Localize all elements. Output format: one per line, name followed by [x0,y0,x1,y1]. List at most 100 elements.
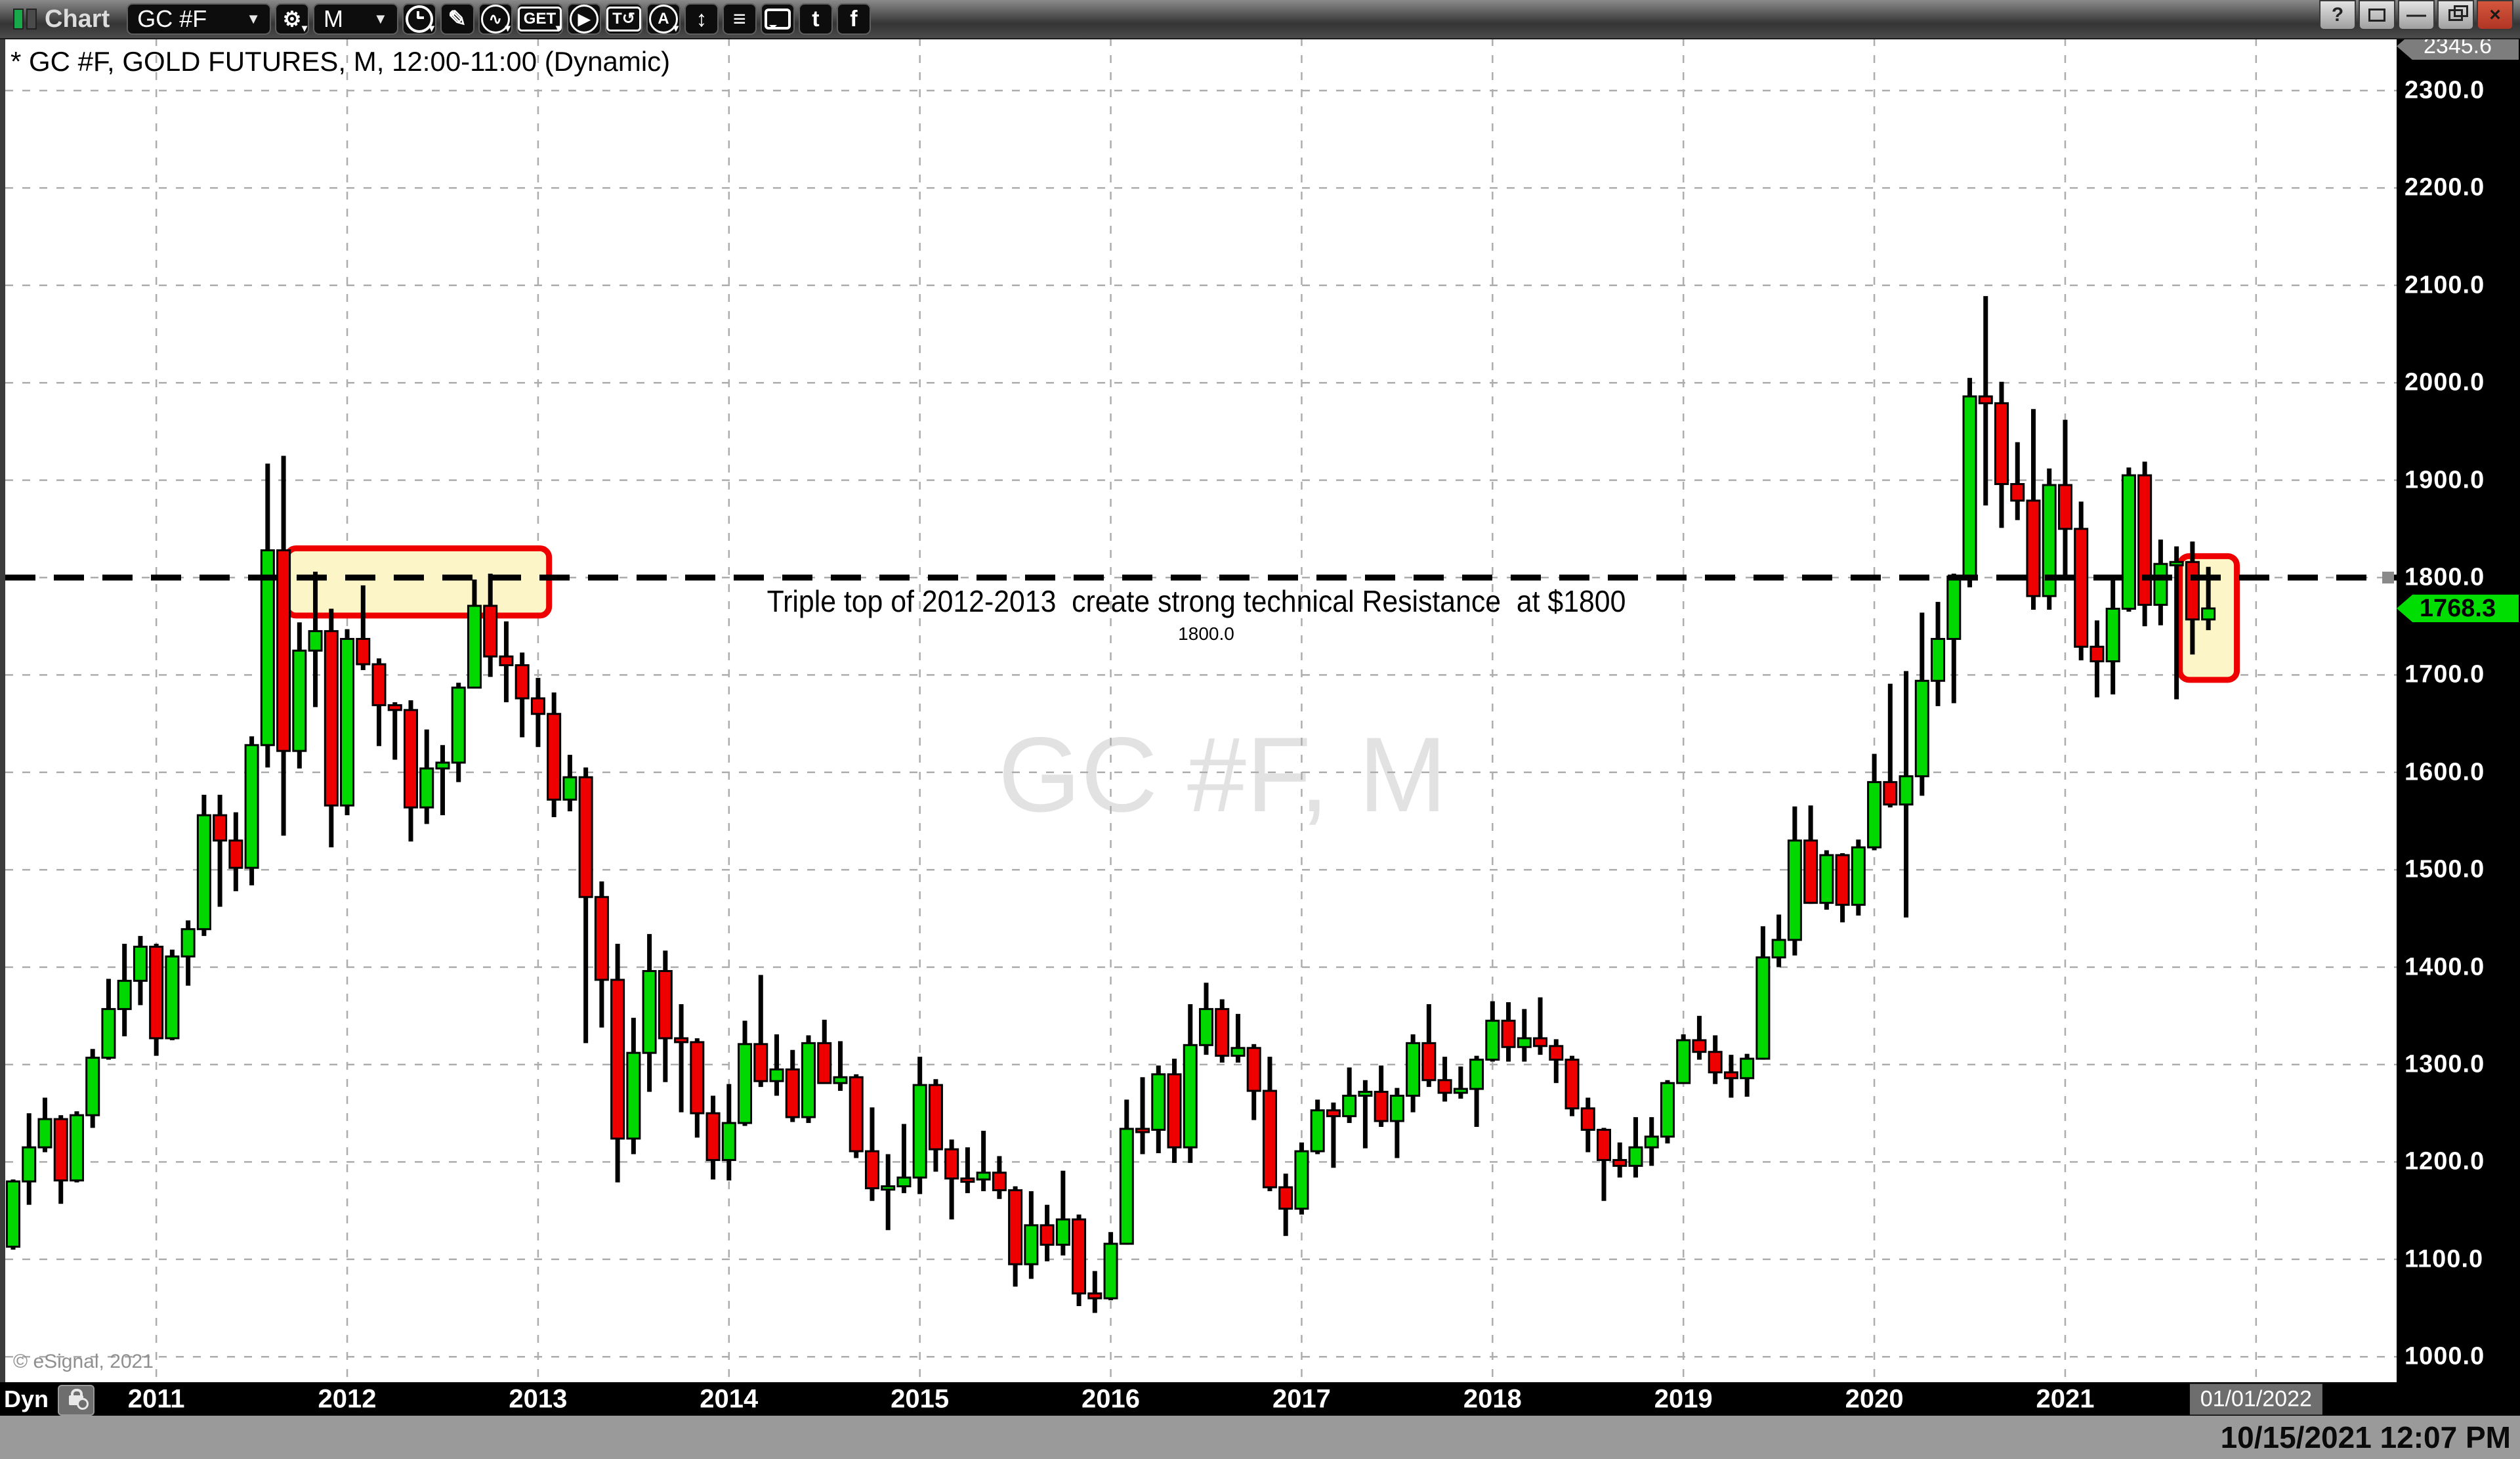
symbol-dropdown[interactable]: GC #F ▼ [127,3,272,35]
candle [849,1074,864,1158]
candle [1931,602,1946,706]
candle [2090,620,2105,698]
facebook-button[interactable]: f [836,3,871,35]
candle [1692,1015,1707,1060]
candle [1485,1001,1500,1062]
candle [117,943,132,1036]
twitter-button[interactable]: t [798,3,833,35]
candle [180,920,196,986]
candle [1469,1055,1484,1127]
playback-button[interactable]: ▶ [567,3,602,35]
candle [149,943,164,1056]
candle [483,574,498,677]
candle [1310,1099,1325,1154]
candle [1723,1055,1738,1098]
chevron-down-icon: ▼ [246,11,261,27]
resistance-line-handle[interactable] [2382,572,2394,583]
restore-button[interactable] [2437,0,2474,30]
price-tick-label: 2200.0 [2404,173,2485,201]
status-bar: 10/15/2021 12:07 PM [0,1416,2520,1459]
candle [1628,1117,1643,1178]
candle [1771,914,1786,967]
triple-top-box[interactable] [284,545,553,619]
candle [404,700,418,842]
symbol-settings-button[interactable]: ⚙ ▾ [275,3,310,35]
candle [371,658,387,746]
candle [690,1038,705,1138]
gridlines [5,38,2397,1382]
window-title: Chart [45,5,110,33]
candle [1262,1057,1277,1191]
candle [1151,1065,1166,1154]
close-button[interactable]: × [2477,0,2513,30]
time-template-button[interactable]: T↺ [605,3,642,35]
draw-pencil-button[interactable]: ✎ [440,3,474,35]
annotation-button[interactable]: A ▾ [646,3,681,35]
candle [817,1019,832,1084]
interval-dropdown[interactable]: M ▼ [313,3,398,35]
candle [467,579,482,689]
candle [2057,419,2072,575]
candle [1708,1035,1723,1084]
candle [276,455,291,836]
candle [196,794,211,937]
candle [1676,1034,1691,1084]
quote-details-button[interactable]: ≡ [722,3,757,35]
candle [1087,1271,1102,1313]
candle [1024,1191,1039,1279]
scale-arrows-button[interactable]: ↕ [684,3,719,35]
candle [1389,1088,1404,1158]
candle [992,1156,1007,1199]
candle [738,1021,753,1126]
get-data-button[interactable]: GET ▾ [516,3,564,35]
window-controls: ? — × [2319,0,2513,30]
minimize-button[interactable]: — [2398,0,2435,30]
candle [1008,1186,1023,1287]
candle [2121,467,2136,612]
popout-icon [2368,9,2385,22]
candle [356,585,371,670]
candle [594,881,609,1028]
candle [213,794,228,907]
candle [1517,1009,1532,1062]
resistance-price-label: 1800.0 [1178,624,1234,644]
candle [1167,1059,1182,1163]
candle [53,1115,68,1204]
help-button[interactable]: ? [2319,0,2356,30]
time-settings-button[interactable]: ▾ [402,3,436,35]
candle [1246,1044,1261,1120]
candle [69,1111,84,1183]
candle [1437,1057,1452,1102]
price-axis[interactable]: 2345.6 1768.3 2300.0 2200.0 2100.0 2000.0 19… [2397,32,2520,1416]
candle [1342,1067,1357,1124]
time-axis[interactable]: Dyn 01/01/2022 2011 2012 2013 2014 2015 2016 2… [0,1382,2397,1416]
candle [976,1130,991,1191]
candle [244,736,259,885]
resistance-annotation-text[interactable]: Triple top of 2012-2013 create strong te… [766,584,1626,618]
candle [1119,1099,1134,1245]
popout-button[interactable] [2359,0,2395,30]
candle [1819,850,1834,910]
comment-bubble-button[interactable] [760,3,795,35]
candle [1406,1034,1421,1112]
chevron-down-icon: ▾ [556,23,562,34]
trendline-tool-button[interactable]: ∿ ▾ [478,3,513,35]
time-lock-button[interactable] [58,1385,94,1416]
candle [37,1097,52,1152]
lock-clock-icon [69,1389,89,1410]
candle [881,1154,896,1231]
facebook-icon: f [850,6,858,32]
candle [833,1041,848,1091]
price-tick-label: 1400.0 [2404,953,2485,981]
candle [324,608,339,848]
candle [1294,1142,1309,1215]
chart-area[interactable]: GC #F, M * GC #F, GOLD FUTURES, M, 12:00… [5,38,2397,1382]
price-tick-label: 1600.0 [2404,758,2485,786]
candle [658,950,673,1082]
candle [1421,1004,1437,1088]
chart-title: * GC #F, GOLD FUTURES, M, 12:00-11:00 (D… [10,46,671,77]
candlestick-plot[interactable] [5,38,2397,1382]
year-label: 2015 [891,1384,950,1413]
candle [1501,1002,1516,1062]
